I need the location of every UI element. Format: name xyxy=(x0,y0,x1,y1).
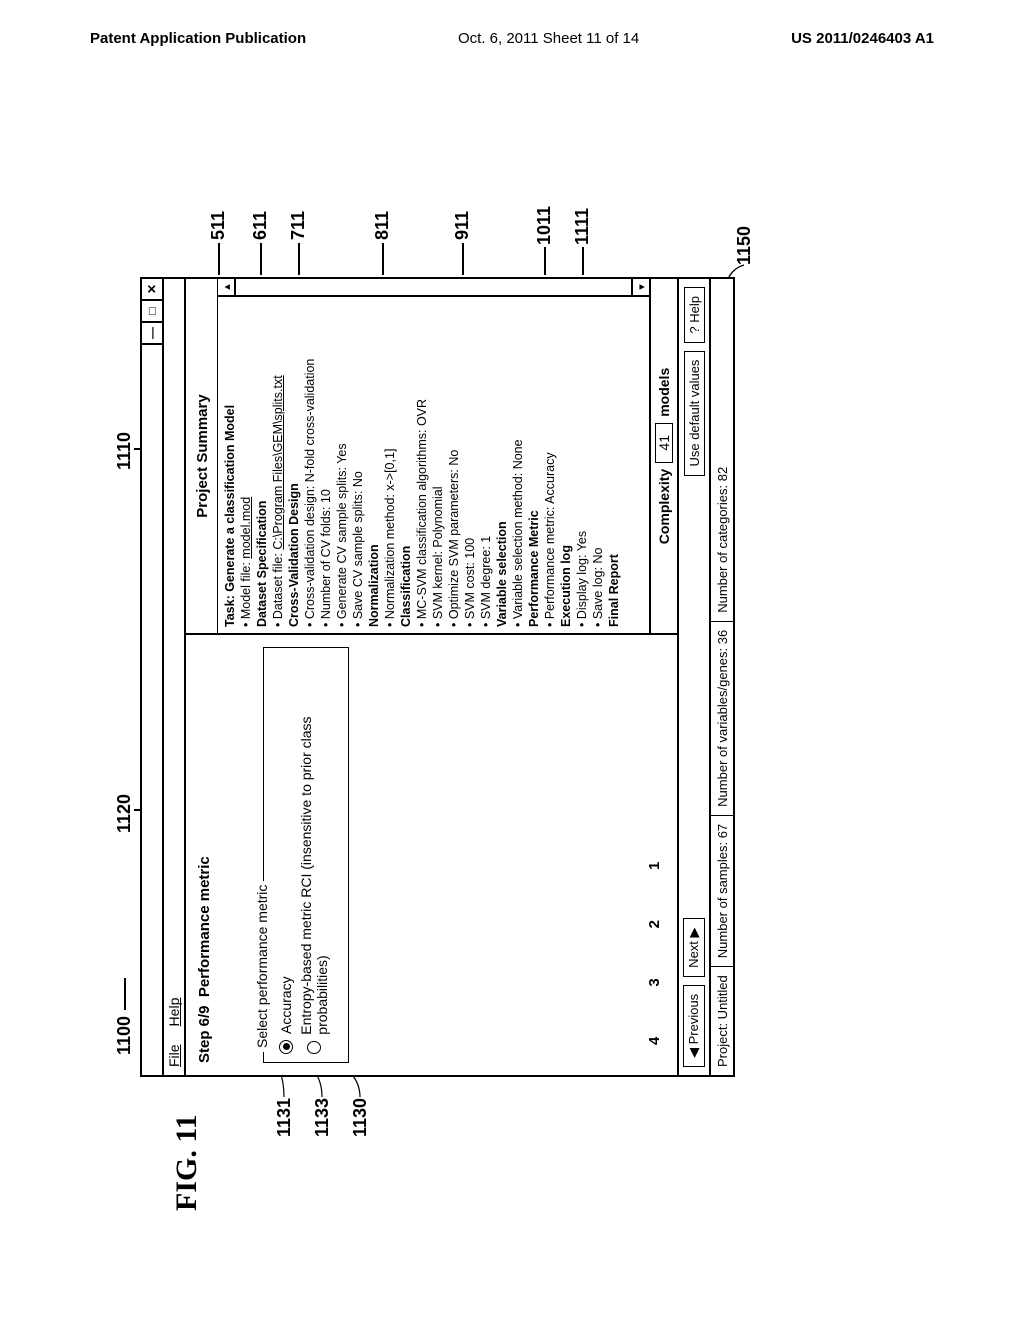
status-samples: Number of samples: 67 xyxy=(711,815,733,966)
radio-rci[interactable]: Entropy-based metric RCI (insensitive to… xyxy=(298,656,330,1054)
callout-1130: 1130 xyxy=(350,1098,371,1137)
header-center: Oct. 6, 2011 Sheet 11 of 14 xyxy=(458,30,639,47)
header-left: Patent Application Publication xyxy=(90,30,306,47)
callout-1131: 1131 xyxy=(274,1098,295,1137)
previous-button[interactable]: ◀ Previous xyxy=(683,985,705,1067)
titlebar: — □ ✕ xyxy=(142,279,164,1075)
scroll-up-icon[interactable]: ▴ xyxy=(218,279,236,295)
callout-1100: 1100 xyxy=(114,1016,135,1055)
statusbar: Project: Untitled Number of samples: 67 … xyxy=(709,279,733,1075)
minimize-button[interactable]: — xyxy=(142,323,162,345)
radio-accuracy[interactable]: Accuracy xyxy=(278,656,294,1054)
callout-1111: 1111 xyxy=(572,208,593,245)
help-button[interactable]: ? Help xyxy=(684,287,705,343)
performance-metric-group: Select performance metric Accuracy Entro… xyxy=(263,647,349,1063)
figure-11: FIG. 11 1100 1120 1110 1131 1133 1130 51… xyxy=(122,155,902,1205)
complexity-row: Complexity 41 models xyxy=(649,279,677,633)
callout-911: 911 xyxy=(452,211,473,240)
maximize-button[interactable]: □ xyxy=(142,301,162,323)
status-vars: Number of variables/genes: 36 xyxy=(711,621,733,815)
patent-page-header: Patent Application Publication Oct. 6, 2… xyxy=(0,0,1024,57)
decorative-marks: 4321 xyxy=(646,812,663,1045)
callout-511: 511 xyxy=(208,211,229,240)
step-title: Step 6/9 Performance metric xyxy=(196,647,213,1063)
callout-1011: 1011 xyxy=(534,206,555,245)
summary-scrollbar[interactable]: ▴ ▾ xyxy=(218,279,649,297)
status-cats: Number of categories: 82 xyxy=(711,459,733,621)
summary-title: Project Summary xyxy=(186,279,217,633)
scroll-down-icon[interactable]: ▾ xyxy=(631,279,649,295)
figure-label: FIG. 11 xyxy=(170,1114,204,1211)
wizard-left-pane: Step 6/9 Performance metric Select perfo… xyxy=(186,633,677,1075)
callout-1133: 1133 xyxy=(312,1098,333,1137)
header-right: US 2011/0246403 A1 xyxy=(791,30,934,47)
summary-content: Task: Generate a classification Model • … xyxy=(218,297,649,633)
complexity-value: 41 xyxy=(655,423,673,463)
callout-611: 611 xyxy=(250,211,271,240)
defaults-button[interactable]: Use default values xyxy=(684,351,705,476)
close-button[interactable]: ✕ xyxy=(142,279,162,301)
callout-711: 711 xyxy=(288,211,309,240)
wizard-buttons: ◀ Previous Next ▶ Use default values ? H… xyxy=(677,279,709,1075)
status-project: Project: Untitled xyxy=(711,966,733,1075)
next-button[interactable]: Next ▶ xyxy=(683,918,705,976)
menu-help[interactable]: Help xyxy=(166,998,182,1027)
group-legend: Select performance metric xyxy=(254,881,270,1052)
menubar: File Help xyxy=(164,279,186,1075)
radio-icon xyxy=(279,1040,293,1054)
callout-1110: 1110 xyxy=(114,432,135,470)
menu-file[interactable]: File xyxy=(166,1044,182,1067)
callout-1120: 1120 xyxy=(114,794,135,833)
app-window: — □ ✕ File Help Step 6/9 Performance met… xyxy=(140,277,735,1077)
callout-811: 811 xyxy=(372,211,393,240)
radio-icon xyxy=(307,1041,321,1054)
project-summary-pane: Project Summary Task: Generate a classif… xyxy=(186,279,677,633)
